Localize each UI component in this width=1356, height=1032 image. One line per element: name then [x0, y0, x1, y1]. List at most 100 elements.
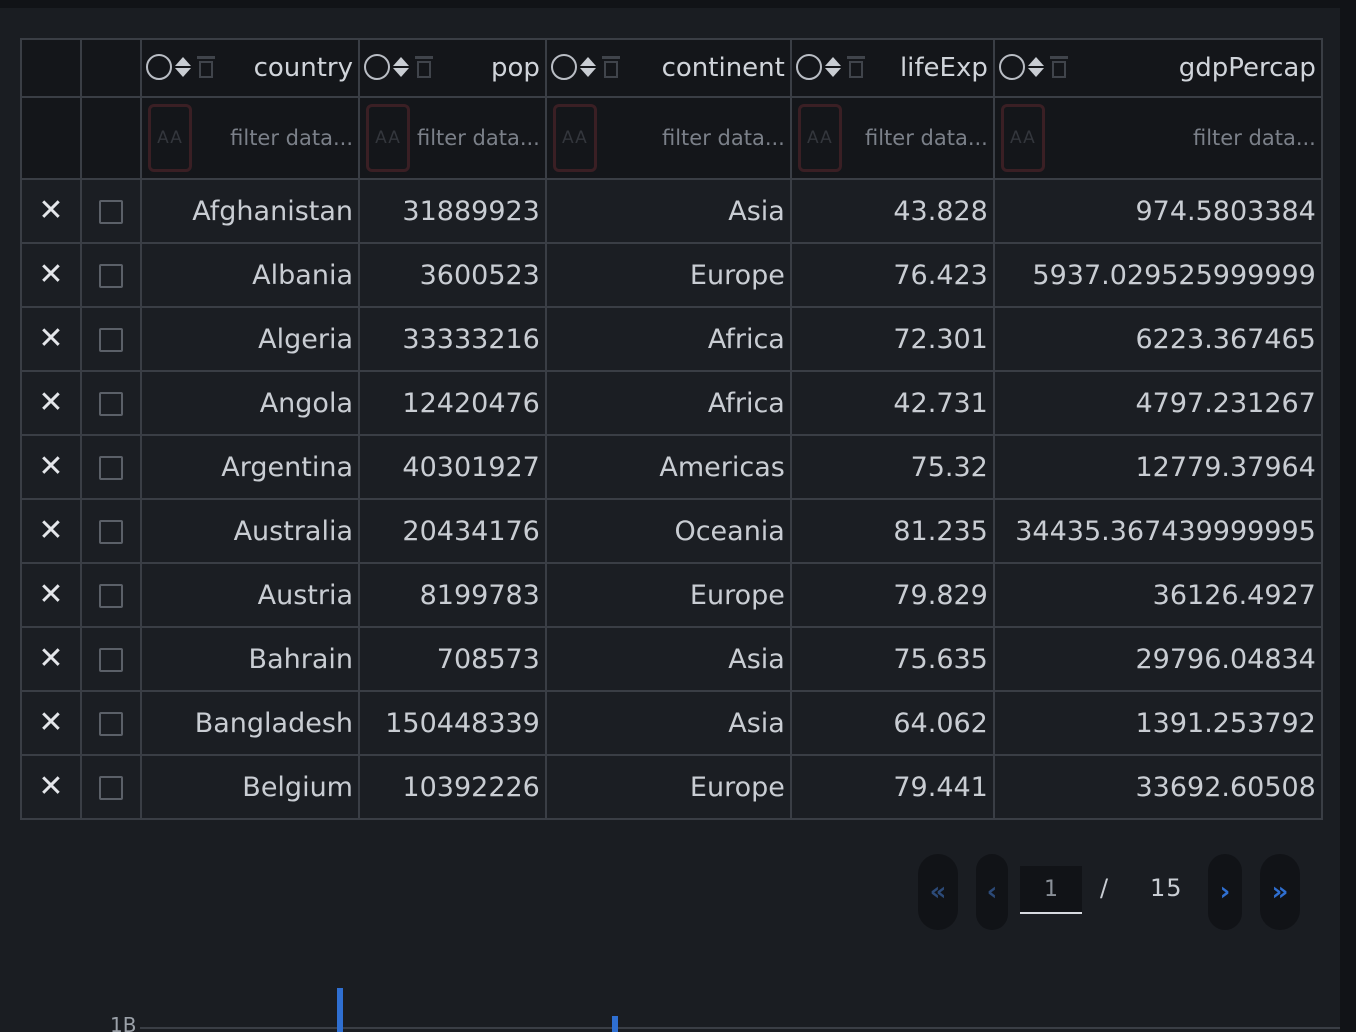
delete-row-button[interactable]: ✕	[20, 178, 82, 244]
cell-pop[interactable]: 33333216	[358, 306, 547, 372]
delete-column-icon[interactable]	[197, 56, 215, 78]
cell-country[interactable]: Belgium	[140, 754, 360, 820]
close-icon[interactable]: ✕	[38, 704, 64, 740]
cell-country[interactable]: Bahrain	[140, 626, 360, 692]
cell-pop[interactable]: 31889923	[358, 178, 547, 244]
row-checkbox[interactable]	[99, 392, 123, 416]
cell-lifeexp[interactable]: 79.829	[789, 562, 995, 628]
cell-lifeexp[interactable]: 75.635	[789, 626, 995, 692]
cell-lifeexp[interactable]: 72.301	[789, 306, 995, 372]
sort-icon[interactable]	[175, 57, 191, 77]
column-select-radio-icon[interactable]	[795, 54, 822, 80]
delete-row-button[interactable]: ✕	[20, 626, 82, 692]
filter-input[interactable]: filter data...	[662, 126, 785, 150]
filter-cell-lifeexp[interactable]: AA filter data...	[789, 96, 995, 180]
cell-continent[interactable]: Asia	[544, 178, 792, 244]
cell-continent[interactable]: Europe	[544, 754, 792, 820]
cell-gdppercap[interactable]: 1391.253792	[992, 690, 1323, 756]
cell-gdppercap[interactable]: 36126.4927	[992, 562, 1323, 628]
delete-column-icon[interactable]	[846, 56, 865, 78]
delete-row-button[interactable]: ✕	[20, 690, 82, 756]
cell-country[interactable]: Bangladesh	[140, 690, 360, 756]
column-select-radio-icon[interactable]	[146, 54, 172, 80]
cell-country[interactable]: Austria	[140, 562, 360, 628]
delete-column-icon[interactable]	[1049, 56, 1068, 78]
row-checkbox[interactable]	[99, 328, 123, 352]
column-select-radio-icon[interactable]	[998, 54, 1025, 80]
cell-pop[interactable]: 708573	[358, 626, 547, 692]
chart-bar[interactable]	[337, 988, 343, 1032]
first-page-button[interactable]: «	[918, 854, 958, 930]
cell-continent[interactable]: Oceania	[544, 498, 792, 564]
filter-cell-continent[interactable]: AA filter data...	[544, 96, 792, 180]
filter-cell-pop[interactable]: AA filter data...	[358, 96, 547, 180]
cell-pop[interactable]: 3600523	[358, 242, 547, 308]
cell-lifeexp[interactable]: 79.441	[789, 754, 995, 820]
cell-gdppercap[interactable]: 29796.04834	[992, 626, 1323, 692]
cell-continent[interactable]: Asia	[544, 690, 792, 756]
cell-lifeexp[interactable]: 42.731	[789, 370, 995, 436]
sort-icon[interactable]	[824, 57, 841, 77]
close-icon[interactable]: ✕	[38, 192, 64, 228]
cell-gdppercap[interactable]: 6223.367465	[992, 306, 1323, 372]
filter-input[interactable]: filter data...	[230, 126, 353, 150]
cell-lifeexp[interactable]: 64.062	[789, 690, 995, 756]
delete-row-button[interactable]: ✕	[20, 370, 82, 436]
row-checkbox[interactable]	[99, 456, 123, 480]
sort-icon[interactable]	[579, 57, 596, 77]
close-icon[interactable]: ✕	[38, 640, 64, 676]
delete-column-icon[interactable]	[415, 56, 433, 78]
cell-pop[interactable]: 12420476	[358, 370, 547, 436]
cell-country[interactable]: Albania	[140, 242, 360, 308]
delete-row-button[interactable]: ✕	[20, 498, 82, 564]
close-icon[interactable]: ✕	[38, 384, 64, 420]
chart-bar[interactable]	[612, 1016, 618, 1032]
cell-gdppercap[interactable]: 4797.231267	[992, 370, 1323, 436]
close-icon[interactable]: ✕	[38, 256, 64, 292]
cell-country[interactable]: Australia	[140, 498, 360, 564]
cell-gdppercap[interactable]: 974.5803384	[992, 178, 1323, 244]
case-sensitive-toggle[interactable]: AA	[1000, 104, 1045, 172]
cell-pop[interactable]: 20434176	[358, 498, 547, 564]
case-sensitive-toggle[interactable]: AA	[552, 104, 597, 172]
cell-country[interactable]: Algeria	[140, 306, 360, 372]
delete-row-button[interactable]: ✕	[20, 562, 82, 628]
row-checkbox[interactable]	[99, 264, 123, 288]
row-checkbox[interactable]	[99, 520, 123, 544]
sort-icon[interactable]	[1027, 57, 1044, 77]
cell-continent[interactable]: Europe	[544, 562, 792, 628]
delete-row-button[interactable]: ✕	[20, 306, 82, 372]
filter-cell-country[interactable]: AA filter data...	[140, 96, 360, 180]
row-checkbox[interactable]	[99, 776, 123, 800]
cell-lifeexp[interactable]: 75.32	[789, 434, 995, 500]
cell-continent[interactable]: Africa	[544, 370, 792, 436]
next-page-button[interactable]: ›	[1208, 854, 1242, 930]
filter-input[interactable]: filter data...	[417, 126, 540, 150]
cell-lifeexp[interactable]: 81.235	[789, 498, 995, 564]
row-checkbox[interactable]	[99, 584, 123, 608]
cell-continent[interactable]: Africa	[544, 306, 792, 372]
case-sensitive-toggle[interactable]: AA	[366, 104, 410, 172]
column-select-radio-icon[interactable]	[364, 54, 390, 80]
row-checkbox[interactable]	[99, 648, 123, 672]
close-icon[interactable]: ✕	[38, 320, 64, 356]
cell-country[interactable]: Angola	[140, 370, 360, 436]
row-checkbox[interactable]	[99, 200, 123, 224]
filter-input[interactable]: filter data...	[865, 126, 988, 150]
filter-input[interactable]: filter data...	[1193, 126, 1316, 150]
column-select-radio-icon[interactable]	[550, 54, 577, 80]
cell-country[interactable]: Argentina	[140, 434, 360, 500]
last-page-button[interactable]: »	[1260, 854, 1300, 930]
case-sensitive-toggle[interactable]: AA	[148, 104, 192, 172]
close-icon[interactable]: ✕	[38, 512, 64, 548]
delete-row-button[interactable]: ✕	[20, 754, 82, 820]
cell-continent[interactable]: Asia	[544, 626, 792, 692]
cell-pop[interactable]: 10392226	[358, 754, 547, 820]
close-icon[interactable]: ✕	[38, 448, 64, 484]
delete-column-icon[interactable]	[601, 56, 620, 78]
cell-lifeexp[interactable]: 76.423	[789, 242, 995, 308]
cell-country[interactable]: Afghanistan	[140, 178, 360, 244]
sort-icon[interactable]	[393, 57, 409, 77]
cell-pop[interactable]: 8199783	[358, 562, 547, 628]
cell-continent[interactable]: Americas	[544, 434, 792, 500]
